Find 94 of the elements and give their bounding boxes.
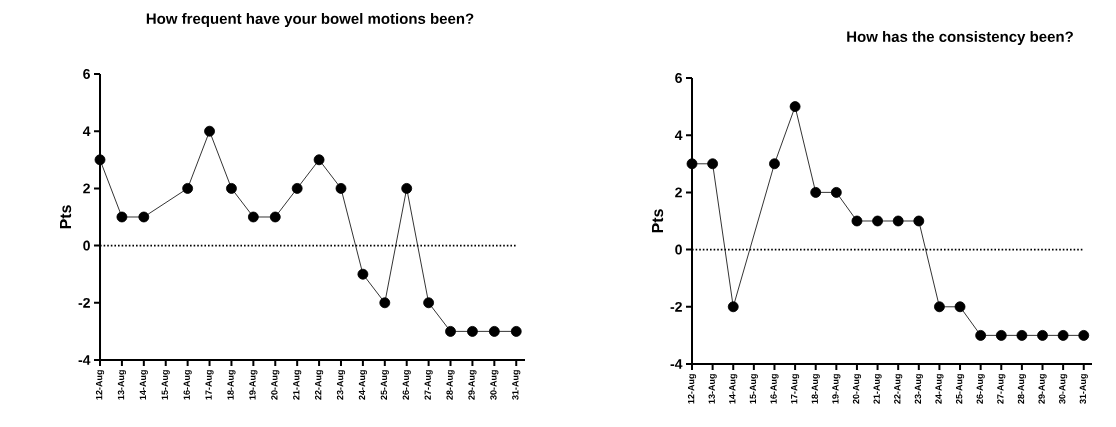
point bbox=[707, 158, 719, 170]
point bbox=[291, 182, 303, 194]
point bbox=[789, 101, 801, 112]
x-tick-label: 20-Aug bbox=[271, 370, 280, 400]
point bbox=[423, 297, 435, 309]
point bbox=[510, 325, 522, 337]
x-tick-label: 27-Aug bbox=[997, 374, 1006, 404]
y-tick-label: 4 bbox=[674, 130, 683, 141]
x-tick-label: 24-Aug bbox=[935, 374, 944, 404]
x-tick-label: 29-Aug bbox=[1038, 374, 1047, 404]
x-tick-label: 15-Aug bbox=[161, 370, 170, 400]
point bbox=[686, 158, 698, 170]
point bbox=[872, 215, 883, 227]
point bbox=[247, 211, 259, 223]
point bbox=[226, 182, 237, 194]
x-tick-label: 22-Aug bbox=[314, 370, 324, 400]
point bbox=[357, 268, 369, 280]
x-tick-label: 27-Aug bbox=[424, 370, 433, 400]
point bbox=[1078, 329, 1090, 341]
x-tick-label: 23-Aug bbox=[336, 370, 346, 400]
x-tick-label: 13-Aug bbox=[117, 370, 127, 400]
point bbox=[488, 325, 500, 337]
point bbox=[892, 215, 904, 227]
point bbox=[182, 182, 194, 194]
chart-title: How frequent have your bowel motions been? bbox=[146, 13, 474, 27]
x-tick-label: 20-Aug bbox=[852, 374, 862, 404]
x-tick-label: 24-Aug bbox=[358, 370, 367, 400]
y-tick-label: -4 bbox=[670, 359, 683, 369]
x-tick-label: 29-Aug bbox=[468, 370, 477, 400]
y-axis-title: Pts bbox=[60, 205, 72, 229]
point bbox=[1057, 329, 1069, 341]
point bbox=[116, 211, 128, 223]
x-tick-label: 18-Aug bbox=[227, 370, 236, 400]
y-axis-title: Pts bbox=[651, 209, 664, 233]
x-tick-label: 17-Aug bbox=[205, 370, 214, 400]
x-tick-label: 31-Aug bbox=[1079, 374, 1088, 404]
x-tick-label: 18-Aug bbox=[811, 374, 820, 404]
x-tick-label: 31-Aug bbox=[512, 370, 521, 400]
point bbox=[445, 325, 456, 337]
y-tick-label: 4 bbox=[82, 126, 91, 137]
chart-title: How has the consistency been? bbox=[847, 31, 1073, 45]
x-tick-label: 30-Aug bbox=[1059, 374, 1068, 404]
point bbox=[335, 182, 347, 194]
point bbox=[269, 211, 281, 223]
x-tick-label: 21-Aug bbox=[293, 370, 302, 400]
y-tick-label: 6 bbox=[83, 69, 90, 79]
point bbox=[934, 301, 945, 313]
x-tick-label: 14-Aug bbox=[139, 370, 148, 400]
x-tick-label: 19-Aug bbox=[832, 374, 841, 404]
x-tick-label: 28-Aug bbox=[1017, 374, 1026, 404]
x-tick-label: 15-Aug bbox=[749, 374, 758, 404]
point bbox=[138, 211, 150, 223]
point bbox=[830, 186, 842, 198]
point bbox=[810, 186, 822, 198]
x-tick-label: 26-Aug bbox=[976, 374, 985, 404]
y-tick-label: 2 bbox=[675, 187, 682, 198]
x-tick-label: 12-Aug bbox=[687, 374, 697, 404]
x-tick-label: 13-Aug bbox=[708, 374, 717, 404]
point bbox=[913, 215, 925, 227]
point bbox=[1016, 329, 1028, 341]
x-tick-label: 28-Aug bbox=[446, 370, 455, 400]
x-tick-label: 19-Aug bbox=[249, 370, 258, 400]
x-tick-label: 30-Aug bbox=[490, 370, 499, 400]
x-tick-label: 14-Aug bbox=[729, 374, 738, 404]
x-tick-label: 21-Aug bbox=[873, 374, 882, 404]
point bbox=[995, 329, 1007, 341]
point bbox=[727, 301, 739, 313]
x-tick-label: 17-Aug bbox=[791, 374, 800, 404]
y-tick-label: 6 bbox=[675, 73, 682, 83]
x-tick-label: 26-Aug bbox=[402, 370, 411, 400]
point bbox=[851, 215, 863, 227]
y-tick-label: 2 bbox=[83, 183, 90, 194]
point bbox=[954, 301, 966, 313]
point bbox=[204, 125, 215, 137]
point bbox=[94, 154, 106, 166]
y-tick-label: -2 bbox=[670, 301, 682, 312]
x-tick-label: 12-Aug bbox=[95, 370, 105, 400]
y-tick-label: -2 bbox=[78, 297, 90, 308]
x-tick-label: 16-Aug bbox=[183, 370, 192, 400]
point bbox=[379, 297, 391, 309]
x-tick-label: 23-Aug bbox=[914, 374, 923, 404]
y-tick-label: 0 bbox=[83, 240, 90, 251]
y-tick-label: 0 bbox=[675, 244, 682, 255]
x-tick-label: 25-Aug bbox=[380, 370, 389, 400]
point bbox=[1037, 329, 1048, 341]
point bbox=[401, 182, 413, 194]
x-tick-label: 16-Aug bbox=[770, 374, 779, 404]
point bbox=[467, 325, 478, 337]
x-tick-label: 25-Aug bbox=[955, 374, 965, 404]
point bbox=[769, 158, 780, 170]
point bbox=[975, 329, 987, 341]
point bbox=[313, 154, 325, 166]
x-tick-label: 22-Aug bbox=[894, 374, 903, 404]
y-tick-label: -4 bbox=[78, 355, 91, 365]
